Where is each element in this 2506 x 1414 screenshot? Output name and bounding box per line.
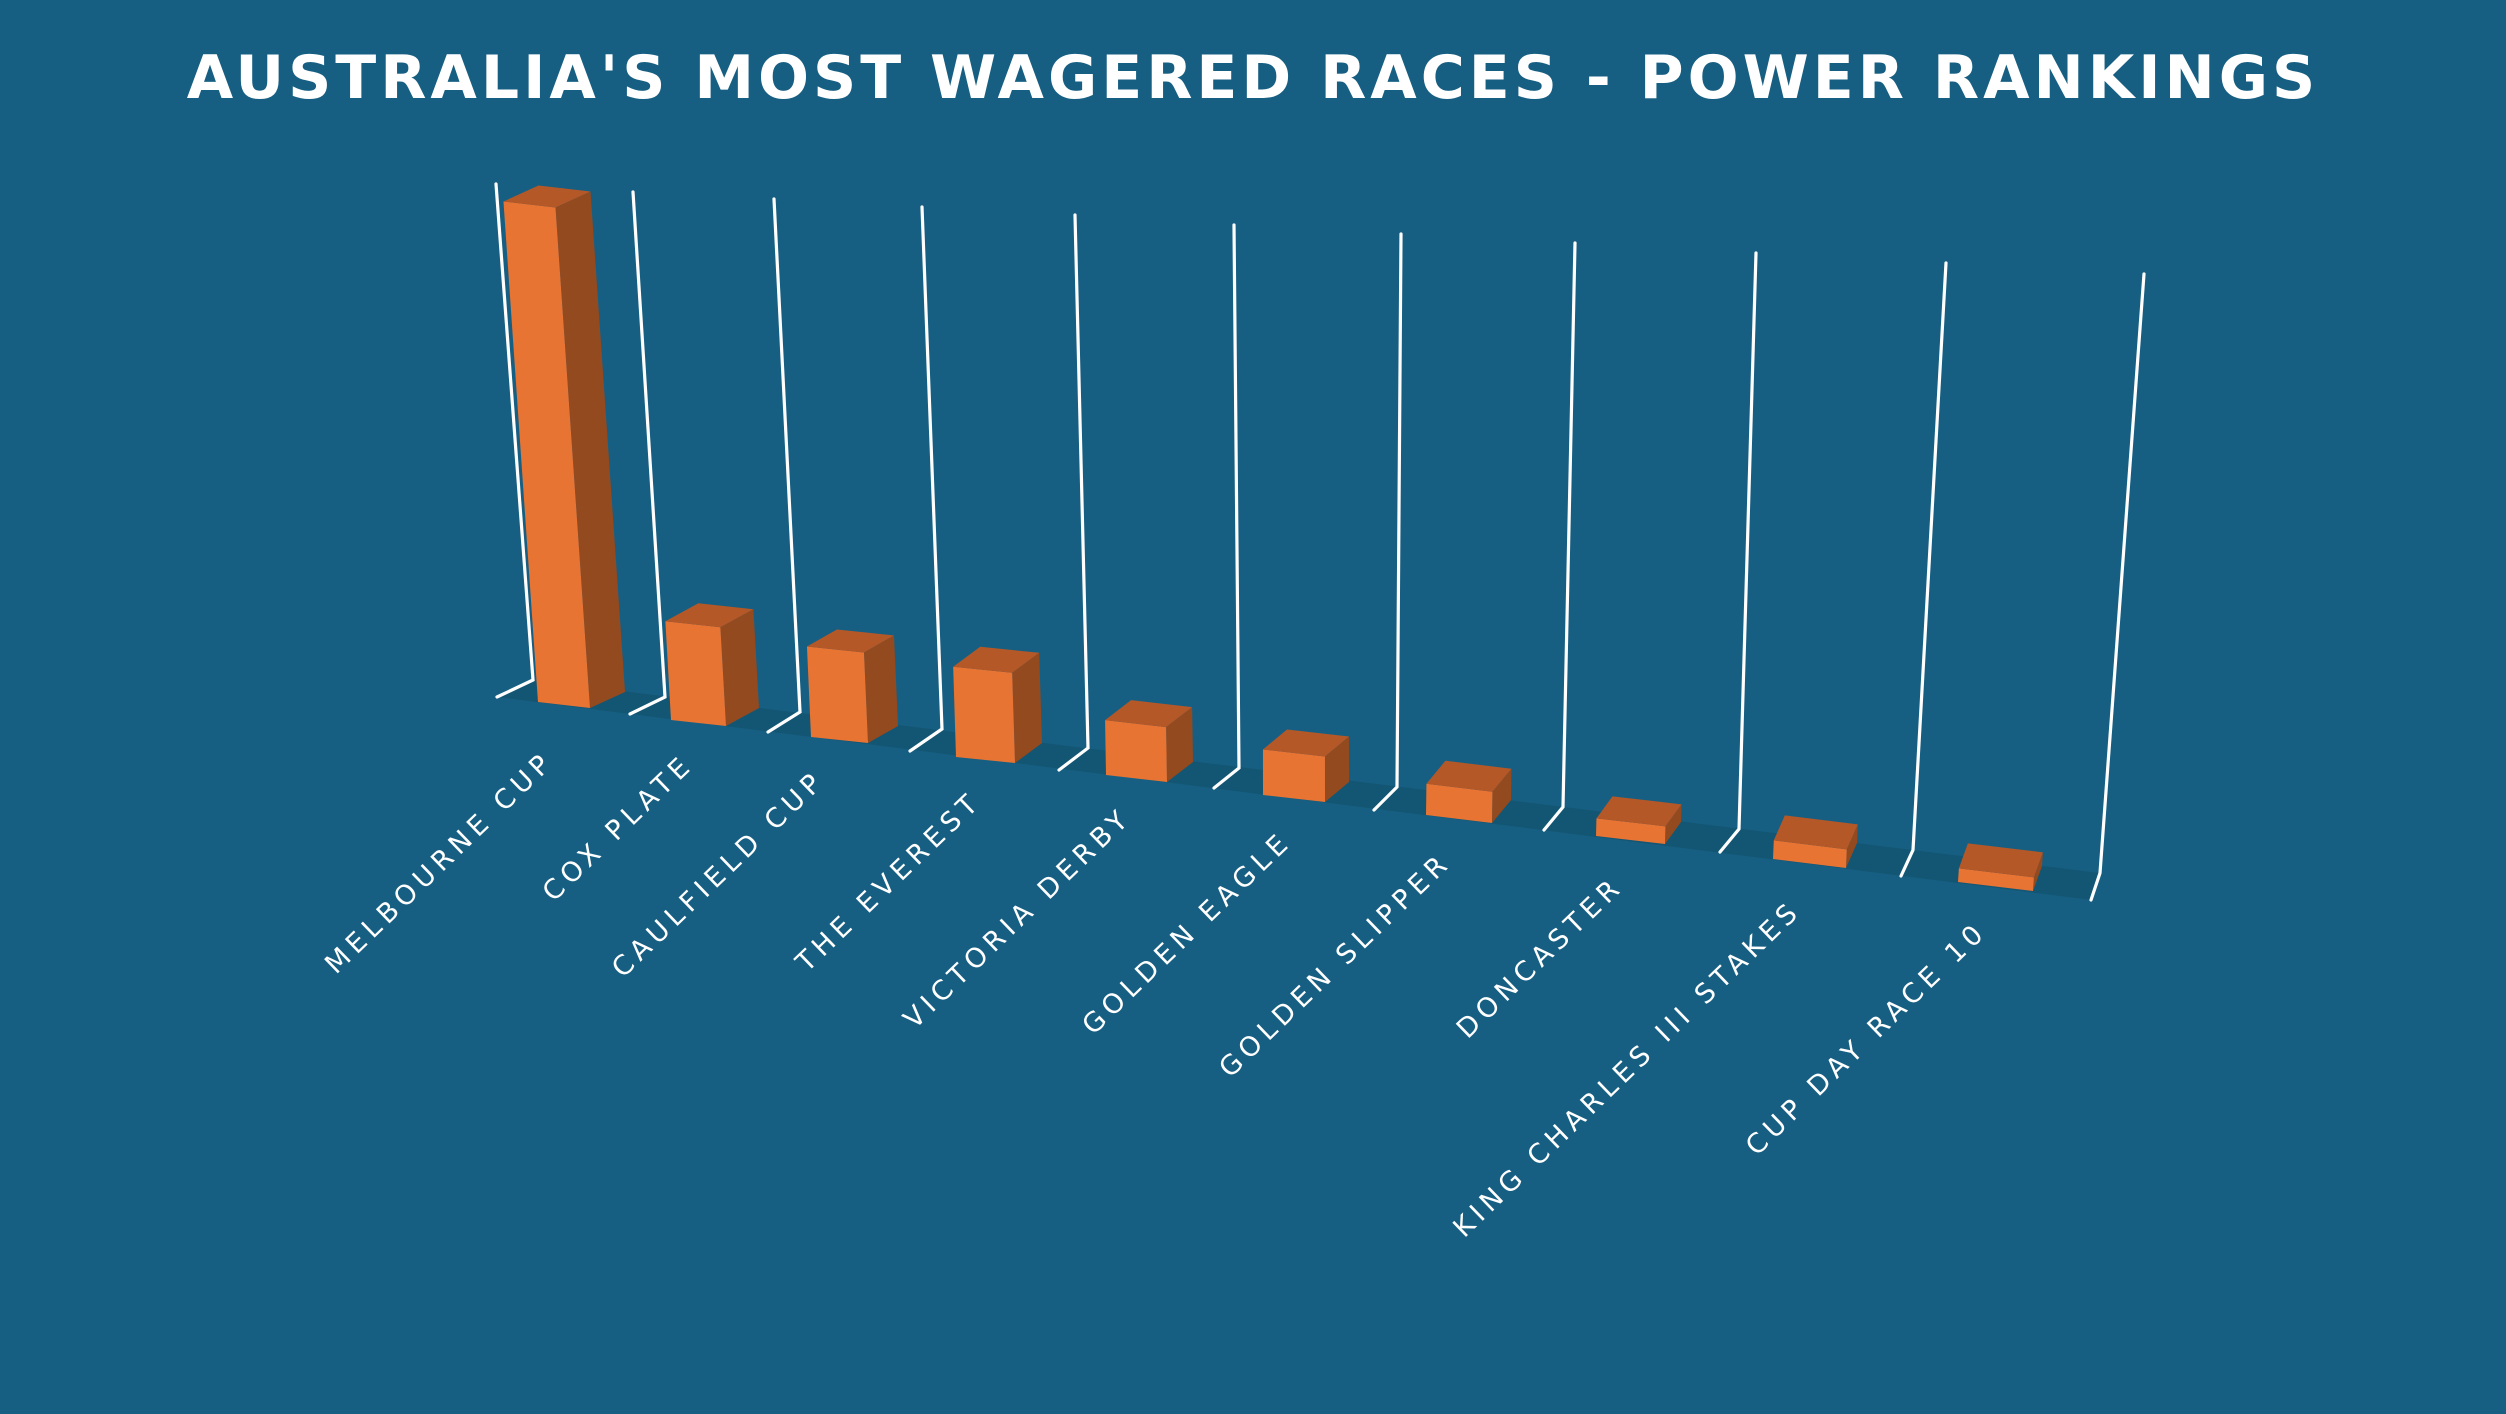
bar-front-face <box>503 201 590 708</box>
gridlines <box>494 182 2146 902</box>
gridline <box>1542 241 1577 832</box>
bar-side-face <box>1324 736 1349 802</box>
gridline <box>494 182 535 699</box>
bar-front-face <box>665 621 726 726</box>
bars <box>503 185 2043 891</box>
chart-title: AUSTRALIA'S MOST WAGERED RACES - POWER R… <box>186 43 2320 113</box>
gridline <box>908 205 944 753</box>
bar-king-charles-iii-stakes <box>1773 815 1858 868</box>
bar-side-face <box>1166 707 1193 782</box>
bar-front-face <box>1426 783 1493 823</box>
gridline <box>1718 251 1758 854</box>
bar-victoria-derby <box>1105 700 1193 782</box>
bar-top-face <box>1105 700 1193 728</box>
gridline <box>1212 223 1241 790</box>
bar-front-face <box>1596 818 1666 844</box>
bar-front-face <box>1262 749 1325 802</box>
bar-side-face <box>863 635 898 743</box>
bar-front-face <box>806 646 868 743</box>
bar-top-face <box>1773 815 1858 850</box>
bar-front-face <box>1773 840 1847 868</box>
bar-front-face <box>953 666 1015 763</box>
bar-doncaster <box>1596 796 1682 844</box>
bar-side-face <box>1012 652 1042 763</box>
bar-golden-eagle <box>1262 729 1349 802</box>
bar-side-face <box>720 609 759 726</box>
bar-side-face <box>2033 852 2043 891</box>
gridline <box>1372 232 1403 812</box>
bar-the-everest <box>953 646 1042 763</box>
bar-caulfield-cup <box>806 629 898 743</box>
gridline <box>2089 272 2146 902</box>
bar-side-face <box>1846 824 1858 868</box>
bar-front-face <box>1105 720 1167 782</box>
bar-top-face <box>1596 796 1682 827</box>
bar-front-face <box>1958 868 2034 891</box>
bar-side-face <box>1492 768 1512 823</box>
gridline <box>766 197 802 734</box>
bar-golden-slipper <box>1426 760 1512 823</box>
bar-top-face <box>665 603 754 628</box>
bar-top-face <box>1426 760 1512 792</box>
bar-cup-day-race-10 <box>1958 843 2043 891</box>
bar-top-face <box>1262 729 1349 757</box>
bar-side-face <box>1665 804 1682 844</box>
gridline <box>1057 213 1090 772</box>
bar-melbourne-cup <box>503 185 625 708</box>
gridline <box>628 190 667 716</box>
bar-top-face <box>1958 843 2043 878</box>
gridline <box>1899 261 1948 878</box>
bar-top-face <box>806 629 894 653</box>
bar-cox-plate <box>665 603 759 726</box>
bar-side-face <box>555 191 625 708</box>
bar-top-face <box>503 185 591 208</box>
bar-top-face <box>953 646 1040 673</box>
